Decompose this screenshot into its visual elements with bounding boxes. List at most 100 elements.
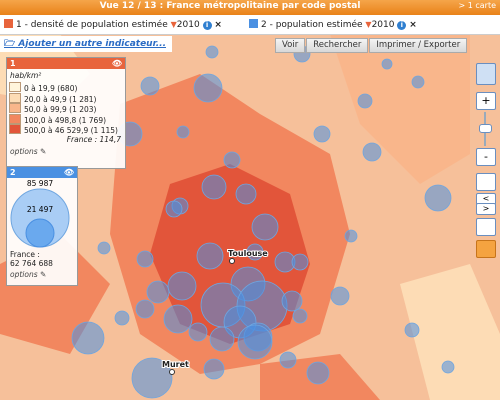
bubble[interactable]: [330, 286, 350, 306]
place-label: Toulouse: [228, 249, 268, 258]
legend-class-label: 0 à 19,9 (680): [24, 84, 78, 93]
add-indicator-link[interactable]: Ajouter un autre indicateur...: [18, 39, 166, 49]
zoom-handle[interactable]: [479, 124, 492, 133]
bubble[interactable]: [281, 290, 303, 312]
bubble[interactable]: [411, 75, 425, 89]
legend-classes: 0 à 19,9 (680) 20,0 à 49,9 (1 281) 50,0 à …: [7, 82, 125, 135]
indicator-swatch: [4, 19, 13, 28]
legend-options[interactable]: options ✎: [10, 146, 47, 156]
zoom-in[interactable]: +: [476, 92, 496, 110]
bubble[interactable]: [235, 183, 257, 205]
indicator-year[interactable]: 2010: [371, 20, 395, 30]
bubble[interactable]: [146, 280, 170, 304]
bubble[interactable]: [201, 174, 227, 200]
bubble[interactable]: [362, 142, 382, 162]
bubble[interactable]: [251, 213, 279, 241]
add-indicator[interactable]: 🗁 Ajouter un autre indicateur...: [0, 36, 172, 52]
folder-icon: 🗁: [4, 39, 16, 49]
bubble[interactable]: [196, 242, 224, 270]
toolbar-button[interactable]: Rechercher: [306, 38, 369, 53]
legend-swatch: [9, 124, 21, 134]
bubble[interactable]: [223, 151, 241, 169]
indicator-swatch: [249, 19, 258, 28]
region: [330, 34, 470, 184]
info-icon[interactable]: i: [202, 21, 212, 30]
camera[interactable]: [476, 218, 496, 236]
options-label[interactable]: options: [10, 270, 38, 279]
region: [400, 264, 500, 400]
bubbles: [71, 45, 455, 399]
bubble[interactable]: [237, 324, 273, 360]
bubble[interactable]: [306, 361, 330, 385]
toolbar-button[interactable]: Voir: [275, 38, 306, 53]
bubble[interactable]: [188, 322, 208, 342]
bubble[interactable]: [165, 200, 183, 218]
eye-icon[interactable]: 👁: [63, 168, 74, 177]
bubble[interactable]: [135, 299, 155, 319]
bubble[interactable]: [167, 271, 197, 301]
maps-link[interactable]: > 1 carte: [458, 1, 496, 10]
zoom-out[interactable]: -: [476, 148, 496, 166]
bubble[interactable]: [114, 310, 130, 326]
bubble[interactable]: [424, 184, 452, 212]
map: Toulouse Muret: [0, 34, 500, 400]
bubble[interactable]: [344, 229, 358, 243]
legend-header: 1 👁: [7, 58, 125, 69]
bubble[interactable]: [71, 321, 105, 355]
city-dot: [169, 369, 175, 375]
info-icon[interactable]: i: [397, 21, 407, 30]
city-dot: [229, 258, 235, 264]
bubble[interactable]: [246, 243, 264, 261]
density-legend: 1 👁 hab/km² 0 à 19,9 (680) 20,0 à 49,9 (1 …: [6, 57, 126, 169]
place-label: Muret: [162, 360, 189, 369]
close-icon[interactable]: ×: [214, 20, 222, 30]
bubble[interactable]: [203, 358, 225, 380]
indicator: 1 - densité de population estimée ▼2010 …: [4, 19, 222, 30]
legend-class-label: 500,0 à 46 529,9 (1 115): [24, 126, 118, 135]
bubble[interactable]: [140, 76, 160, 96]
bubble[interactable]: [193, 73, 223, 103]
options-label[interactable]: options: [10, 146, 38, 156]
bubble[interactable]: [357, 93, 373, 109]
legend-swatch: [9, 103, 21, 113]
legend-france: France : 114,7: [66, 134, 121, 144]
toolbar-button[interactable]: Imprimer / Exporter: [369, 38, 468, 53]
legend-class-label: 50,0 à 99,9 (1 203): [24, 105, 97, 114]
legend-class: 50,0 à 99,9 (1 203): [7, 103, 125, 114]
legend-number: 2: [10, 168, 16, 177]
refresh[interactable]: [476, 240, 496, 258]
legend-class-label: 100,0 à 498,8 (1 769): [24, 115, 107, 125]
pan-right[interactable]: >: [476, 203, 496, 215]
bubble[interactable]: [176, 125, 190, 139]
indicator-label[interactable]: 1 - densité de population estimée: [16, 20, 168, 30]
dropdown-arrow[interactable]: ▼: [365, 20, 372, 29]
legend-swatch: [9, 113, 21, 124]
dropdown-arrow[interactable]: ▼: [170, 20, 177, 29]
legend-class: 500,0 à 46 529,9 (1 115): [7, 124, 125, 135]
top-bar: Vue 12 / 13 : France métropolitaine par …: [0, 0, 500, 15]
close-icon[interactable]: ×: [409, 20, 417, 30]
bubble[interactable]: [209, 326, 235, 352]
select-tool[interactable]: [476, 63, 496, 85]
legend-options[interactable]: options ✎: [10, 270, 47, 279]
bubble[interactable]: [279, 351, 297, 369]
bubble[interactable]: [404, 322, 420, 338]
bubble[interactable]: [441, 360, 455, 374]
eye-icon[interactable]: 👁: [111, 59, 122, 68]
bubble[interactable]: [97, 241, 111, 255]
bubble[interactable]: [136, 250, 154, 268]
view-title[interactable]: Vue 12 / 13 : France métropolitaine par …: [99, 1, 361, 11]
bubble[interactable]: [313, 125, 331, 143]
bubble[interactable]: [381, 58, 393, 70]
bubble[interactable]: [291, 253, 309, 271]
fullscreen[interactable]: [476, 173, 496, 191]
indicator-year[interactable]: 2010: [176, 20, 200, 30]
bubble[interactable]: [163, 304, 193, 334]
indicator-label[interactable]: 2 - population estimée: [261, 20, 363, 30]
bubble[interactable]: [292, 308, 308, 324]
bubble[interactable]: [131, 357, 173, 399]
legend-unit: hab/km²: [10, 71, 42, 80]
toolbar: Voir Rechercher Imprimer / Exporter: [275, 38, 468, 53]
bubble[interactable]: [205, 45, 219, 59]
